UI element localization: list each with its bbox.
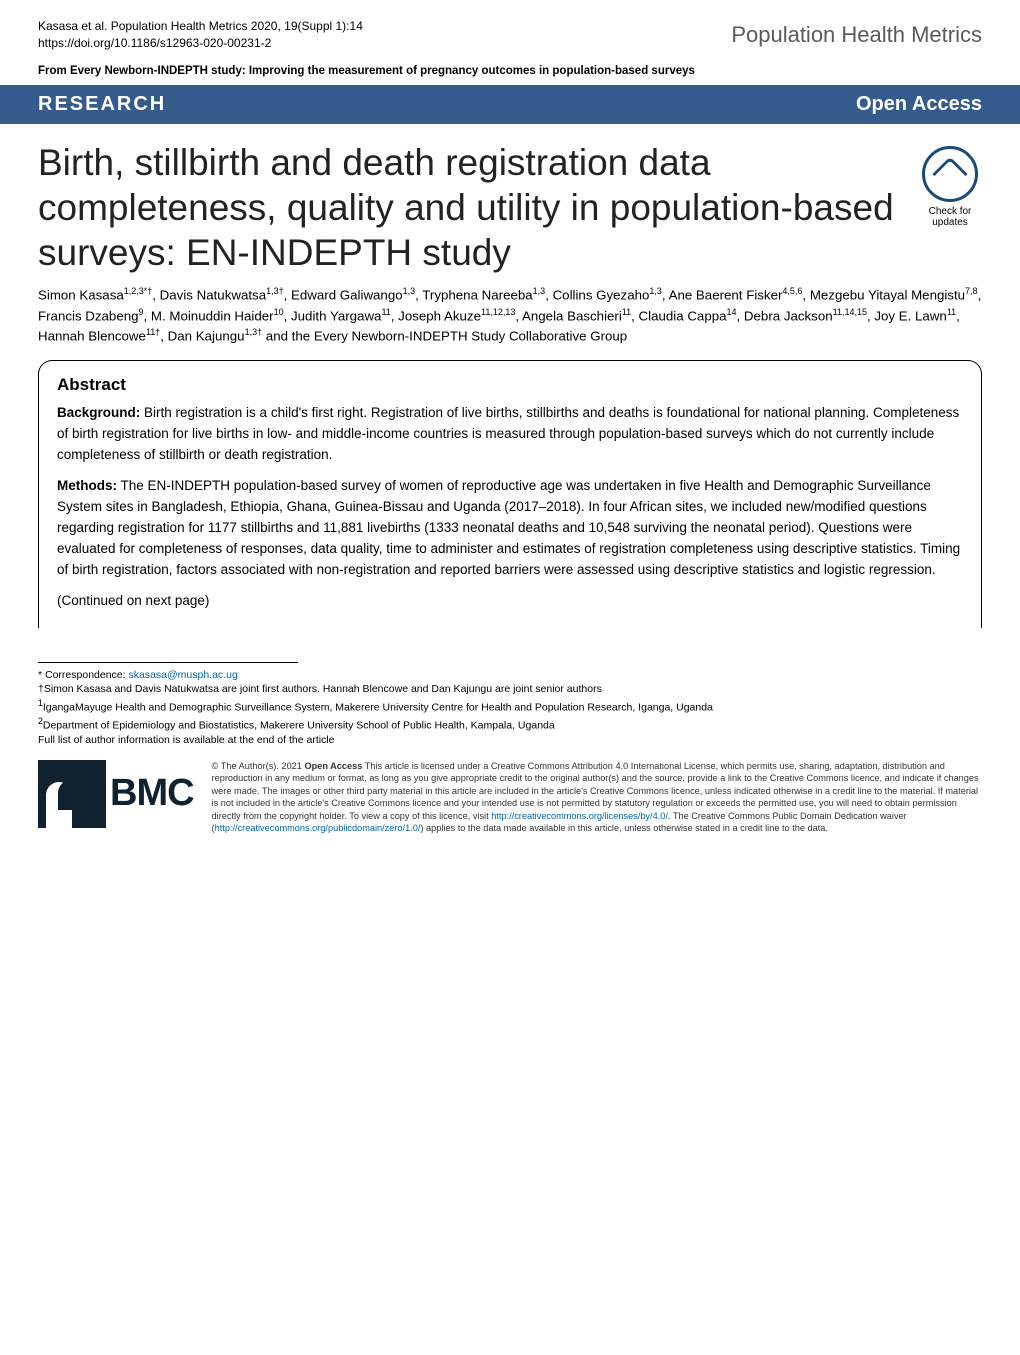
check-for-updates-text: Check for updates [918, 206, 982, 228]
abstract-heading: Abstract [57, 375, 963, 395]
bmc-wordmark: BMC [110, 772, 194, 815]
methods-text: The EN-INDEPTH population-based survey o… [57, 478, 960, 577]
cc-by-link[interactable]: http://creativecommons.org/licenses/by/4… [491, 811, 668, 821]
article-type-label: RESEARCH [38, 93, 166, 116]
title-row: Birth, stillbirth and death registration… [0, 124, 1020, 279]
abstract-box: Abstract Background: Birth registration … [38, 360, 982, 627]
footer-notes: * Correspondence: skasasa@musph.ac.ug †S… [0, 648, 1020, 752]
full-author-list-note: Full list of author information is avail… [38, 733, 982, 748]
page-header: Kasasa et al. Population Health Metrics … [0, 0, 1020, 59]
cc0-link[interactable]: http://creativecommons.org/publicdomain/… [215, 823, 421, 833]
article-type-banner: RESEARCH Open Access [0, 85, 1020, 124]
abstract-methods: Methods: The EN-INDEPTH population-based… [57, 476, 963, 581]
affiliation-2: 2Department of Epidemiology and Biostati… [38, 715, 982, 733]
crossmark-icon [922, 146, 978, 202]
continued-on-next-page: (Continued on next page) [57, 591, 963, 612]
background-label: Background: [57, 405, 140, 420]
correspondence-email-link[interactable]: skasasa@musph.ac.ug [128, 669, 237, 681]
methods-label: Methods: [57, 478, 117, 493]
publisher-license-row: BMC © The Author(s). 2021 Open Access Th… [0, 752, 1020, 863]
affiliation-1: 1IgangaMayuge Health and Demographic Sur… [38, 697, 982, 715]
open-access-label: Open Access [856, 93, 982, 116]
citation-line-1: Kasasa et al. Population Health Metrics … [38, 18, 363, 35]
background-text: Birth registration is a child's first ri… [57, 405, 959, 462]
abstract-background: Background: Birth registration is a chil… [57, 403, 963, 466]
collection-from-line: From Every Newborn-INDEPTH study: Improv… [0, 59, 1020, 85]
correspondence-line: * Correspondence: skasasa@musph.ac.ug [38, 668, 982, 683]
journal-name: Population Health Metrics [731, 18, 982, 48]
authors-list: Simon Kasasa1,2,3*†, Davis Natukwatsa1,3… [0, 279, 1020, 360]
equal-contribution-note: †Simon Kasasa and Davis Natukwatsa are j… [38, 682, 982, 697]
license-text: © The Author(s). 2021 Open Access This a… [212, 760, 982, 835]
citation-block: Kasasa et al. Population Health Metrics … [38, 18, 363, 53]
open-access-bold: Open Access [304, 761, 362, 771]
bmc-icon [38, 760, 106, 828]
check-for-updates-badge[interactable]: Check for updates [918, 146, 982, 228]
citation-doi: https://doi.org/10.1186/s12963-020-00231… [38, 35, 363, 52]
bmc-logo: BMC [38, 760, 194, 828]
article-title: Birth, stillbirth and death registration… [38, 140, 918, 275]
